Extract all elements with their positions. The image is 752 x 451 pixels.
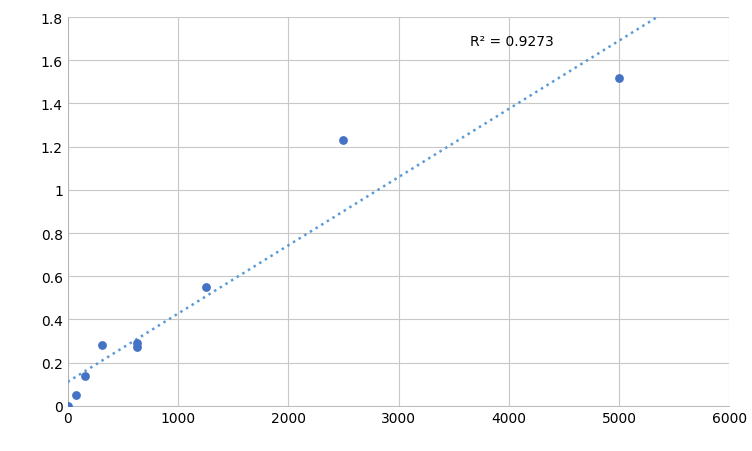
Point xyxy=(70,391,82,399)
Point xyxy=(338,137,350,144)
Point xyxy=(131,340,143,347)
Point xyxy=(62,402,74,410)
Point xyxy=(96,342,108,349)
Point xyxy=(199,284,211,291)
Point xyxy=(613,75,625,82)
Text: R² = 0.9273: R² = 0.9273 xyxy=(470,35,554,49)
Point xyxy=(131,344,143,351)
Point xyxy=(79,372,91,379)
